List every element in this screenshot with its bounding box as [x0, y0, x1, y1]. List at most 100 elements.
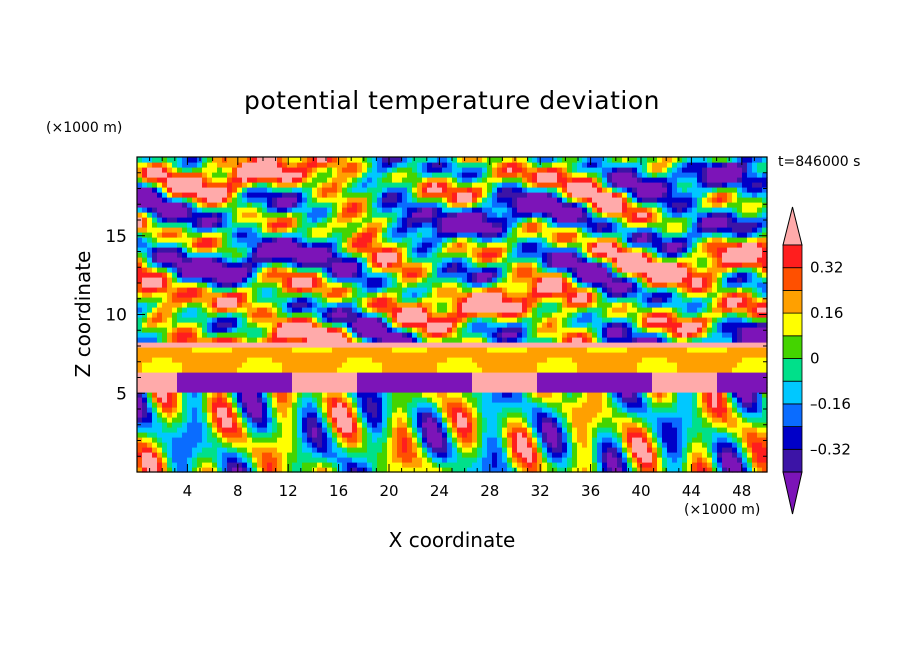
heatmap-cell [137, 432, 143, 438]
heatmap-cell [522, 427, 528, 433]
heatmap-cell [527, 162, 533, 168]
heatmap-cell [332, 242, 338, 248]
heatmap-cell [332, 252, 338, 258]
heatmap-cell [217, 462, 223, 468]
heatmap-cell [327, 177, 333, 183]
heatmap-cell [527, 202, 533, 208]
heatmap-cell [277, 352, 283, 358]
heatmap-cell [267, 232, 273, 238]
heatmap-cell [252, 227, 258, 233]
heatmap-cell [467, 262, 473, 268]
heatmap-cell [202, 212, 208, 218]
heatmap-cell [252, 447, 258, 453]
heatmap-cell [502, 197, 508, 203]
heatmap-cell [452, 292, 458, 298]
heatmap-cell [362, 272, 368, 278]
heatmap-cell [327, 422, 333, 428]
heatmap-cell [427, 237, 433, 243]
heatmap-cell [402, 367, 408, 373]
heatmap-cell [222, 277, 228, 283]
heatmap-cell [182, 322, 188, 328]
heatmap-cell [402, 222, 408, 228]
heatmap-cell [412, 297, 418, 303]
heatmap-cell [222, 447, 228, 453]
heatmap-cell [407, 187, 413, 193]
heatmap-cell [497, 342, 503, 348]
heatmap-cell [462, 352, 468, 358]
heatmap-cell [452, 202, 458, 208]
heatmap-cell [302, 282, 308, 288]
heatmap-cell [502, 372, 508, 378]
heatmap-cell [152, 212, 158, 218]
heatmap-cell [377, 347, 383, 353]
heatmap-cell [322, 422, 328, 428]
heatmap-cell [152, 202, 158, 208]
heatmap-cell [277, 277, 283, 283]
heatmap-cell [172, 422, 178, 428]
heatmap-cell [522, 157, 528, 163]
heatmap-cell [522, 252, 528, 258]
heatmap-cell [342, 437, 348, 443]
heatmap-cell [417, 337, 423, 343]
heatmap-cell [517, 322, 523, 328]
heatmap-cell [227, 287, 233, 293]
heatmap-cell [262, 397, 268, 403]
heatmap-cell [462, 172, 468, 178]
heatmap-cell [512, 407, 518, 413]
heatmap-cell [147, 347, 153, 353]
heatmap-cell [217, 337, 223, 343]
heatmap-cell [402, 157, 408, 163]
heatmap-cell [217, 247, 223, 253]
heatmap-cell [462, 427, 468, 433]
heatmap-cell [522, 187, 528, 193]
heatmap-cell [147, 307, 153, 313]
heatmap-cell [197, 302, 203, 308]
heatmap-cell [232, 467, 238, 473]
heatmap-cell [282, 357, 288, 363]
heatmap-cell [352, 362, 358, 368]
heatmap-cell [362, 462, 368, 468]
heatmap-cell [387, 282, 393, 288]
heatmap-cell [237, 232, 243, 238]
heatmap-cell [372, 227, 378, 233]
heatmap-cell [252, 292, 258, 298]
heatmap-cell [277, 407, 283, 413]
heatmap-cell [302, 417, 308, 423]
heatmap-cell [472, 372, 478, 378]
heatmap-cell [387, 352, 393, 358]
heatmap-cell [262, 417, 268, 423]
heatmap-cell [142, 407, 148, 413]
heatmap-cell [412, 387, 418, 393]
heatmap-cell [357, 317, 363, 323]
heatmap-cell [157, 437, 163, 443]
heatmap-cell [277, 442, 283, 448]
heatmap-cell [332, 407, 338, 413]
heatmap-cell [272, 197, 278, 203]
heatmap-cell [267, 407, 273, 413]
heatmap-cell [257, 247, 263, 253]
heatmap-cell [407, 382, 413, 388]
heatmap-cell [317, 232, 323, 238]
heatmap-cell [302, 162, 308, 168]
heatmap-cell [172, 287, 178, 293]
heatmap-cell [187, 417, 193, 423]
heatmap-cell [162, 407, 168, 413]
heatmap-cell [487, 287, 493, 293]
heatmap-cell [197, 402, 203, 408]
heatmap-cell [472, 447, 478, 453]
heatmap-cell [207, 222, 213, 228]
heatmap-cell [457, 207, 463, 213]
heatmap-cell [507, 457, 513, 463]
heatmap-cell [507, 167, 513, 173]
heatmap-cell [277, 417, 283, 423]
heatmap-cell [387, 347, 393, 353]
heatmap-cell [257, 452, 263, 458]
heatmap-cell [357, 407, 363, 413]
heatmap-cell [482, 172, 488, 178]
heatmap-cell [152, 417, 158, 423]
heatmap-cell [267, 362, 273, 368]
heatmap-cell [422, 222, 428, 228]
heatmap-cell [322, 372, 328, 378]
heatmap-cell [377, 282, 383, 288]
heatmap-cell [337, 282, 343, 288]
